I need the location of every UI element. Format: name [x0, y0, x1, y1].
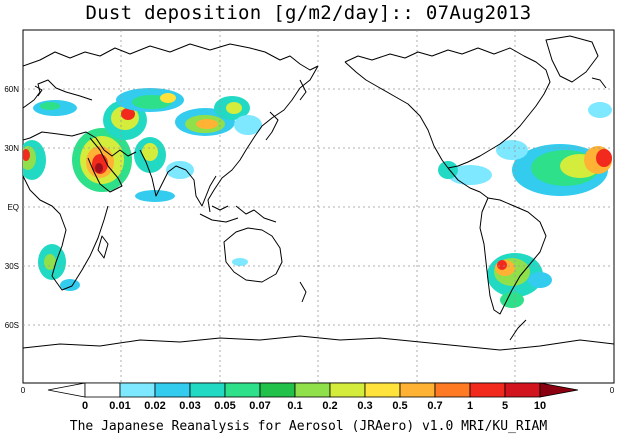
- colorbar-box: [154, 382, 191, 398]
- colorbar-over-arrow: [539, 382, 579, 398]
- colorbar-tick-label: 10: [534, 400, 546, 412]
- colorbar-under-arrow: [47, 382, 86, 398]
- colorbar: 0 0.01 0.02 0.03 0.05 0.07 0.1 0.2 0.3 0.5 0.7 1 5 10: [47, 382, 579, 412]
- colorbar-box: [399, 382, 436, 398]
- colorbar-left-zero: 0: [21, 386, 26, 395]
- lat-label-60n: 60N: [4, 85, 19, 94]
- colorbar-box: [189, 382, 226, 398]
- map-frame: [22, 29, 615, 384]
- colorbar-box: [224, 382, 261, 398]
- colorbar-tick-label: 0: [82, 400, 88, 412]
- colorbar-tick-label: 5: [502, 400, 508, 412]
- colorbar-tick-label: 0.2: [322, 400, 337, 412]
- lat-label-60s: 60S: [5, 321, 19, 330]
- colorbar-tick-label: 0.07: [249, 400, 270, 412]
- colorbar-tick-label: 0.7: [427, 400, 442, 412]
- colorbar-box: [294, 382, 331, 398]
- colorbar-tick-label: 0.03: [179, 400, 200, 412]
- colorbar-box: [84, 382, 121, 398]
- lat-label-30n: 30N: [4, 144, 19, 153]
- colorbar-tick-label: 0.5: [392, 400, 407, 412]
- colorbar-box: [434, 382, 471, 398]
- colorbar-tick-label: 0.05: [214, 400, 235, 412]
- colorbar-box: [469, 382, 506, 398]
- colorbar-tick-label: 0.01: [109, 400, 130, 412]
- colorbar-tick-label: 1: [467, 400, 473, 412]
- map-title: Dust deposition [g/m2/day]:: 07Aug2013: [85, 2, 532, 24]
- lat-label-30s: 30S: [5, 262, 19, 271]
- footer-credit: The Japanese Reanalysis for Aerosol (JRA…: [69, 419, 548, 434]
- colorbar-box: [119, 382, 156, 398]
- colorbar-box: [504, 382, 541, 398]
- coastlines: [23, 35, 614, 351]
- lat-label-eq: EQ: [7, 203, 19, 212]
- colorbar-tick-label: 0.3: [357, 400, 372, 412]
- colorbar-box: [364, 382, 401, 398]
- colorbar-tick-label: 0.1: [287, 400, 302, 412]
- colorbar-right-zero: 0: [610, 386, 615, 395]
- colorbar-box: [329, 382, 366, 398]
- colorbar-tick-label: 0.02: [144, 400, 165, 412]
- colorbar-box: [259, 382, 296, 398]
- latitude-labels: 60N 30N EQ 30S 60S: [4, 85, 19, 330]
